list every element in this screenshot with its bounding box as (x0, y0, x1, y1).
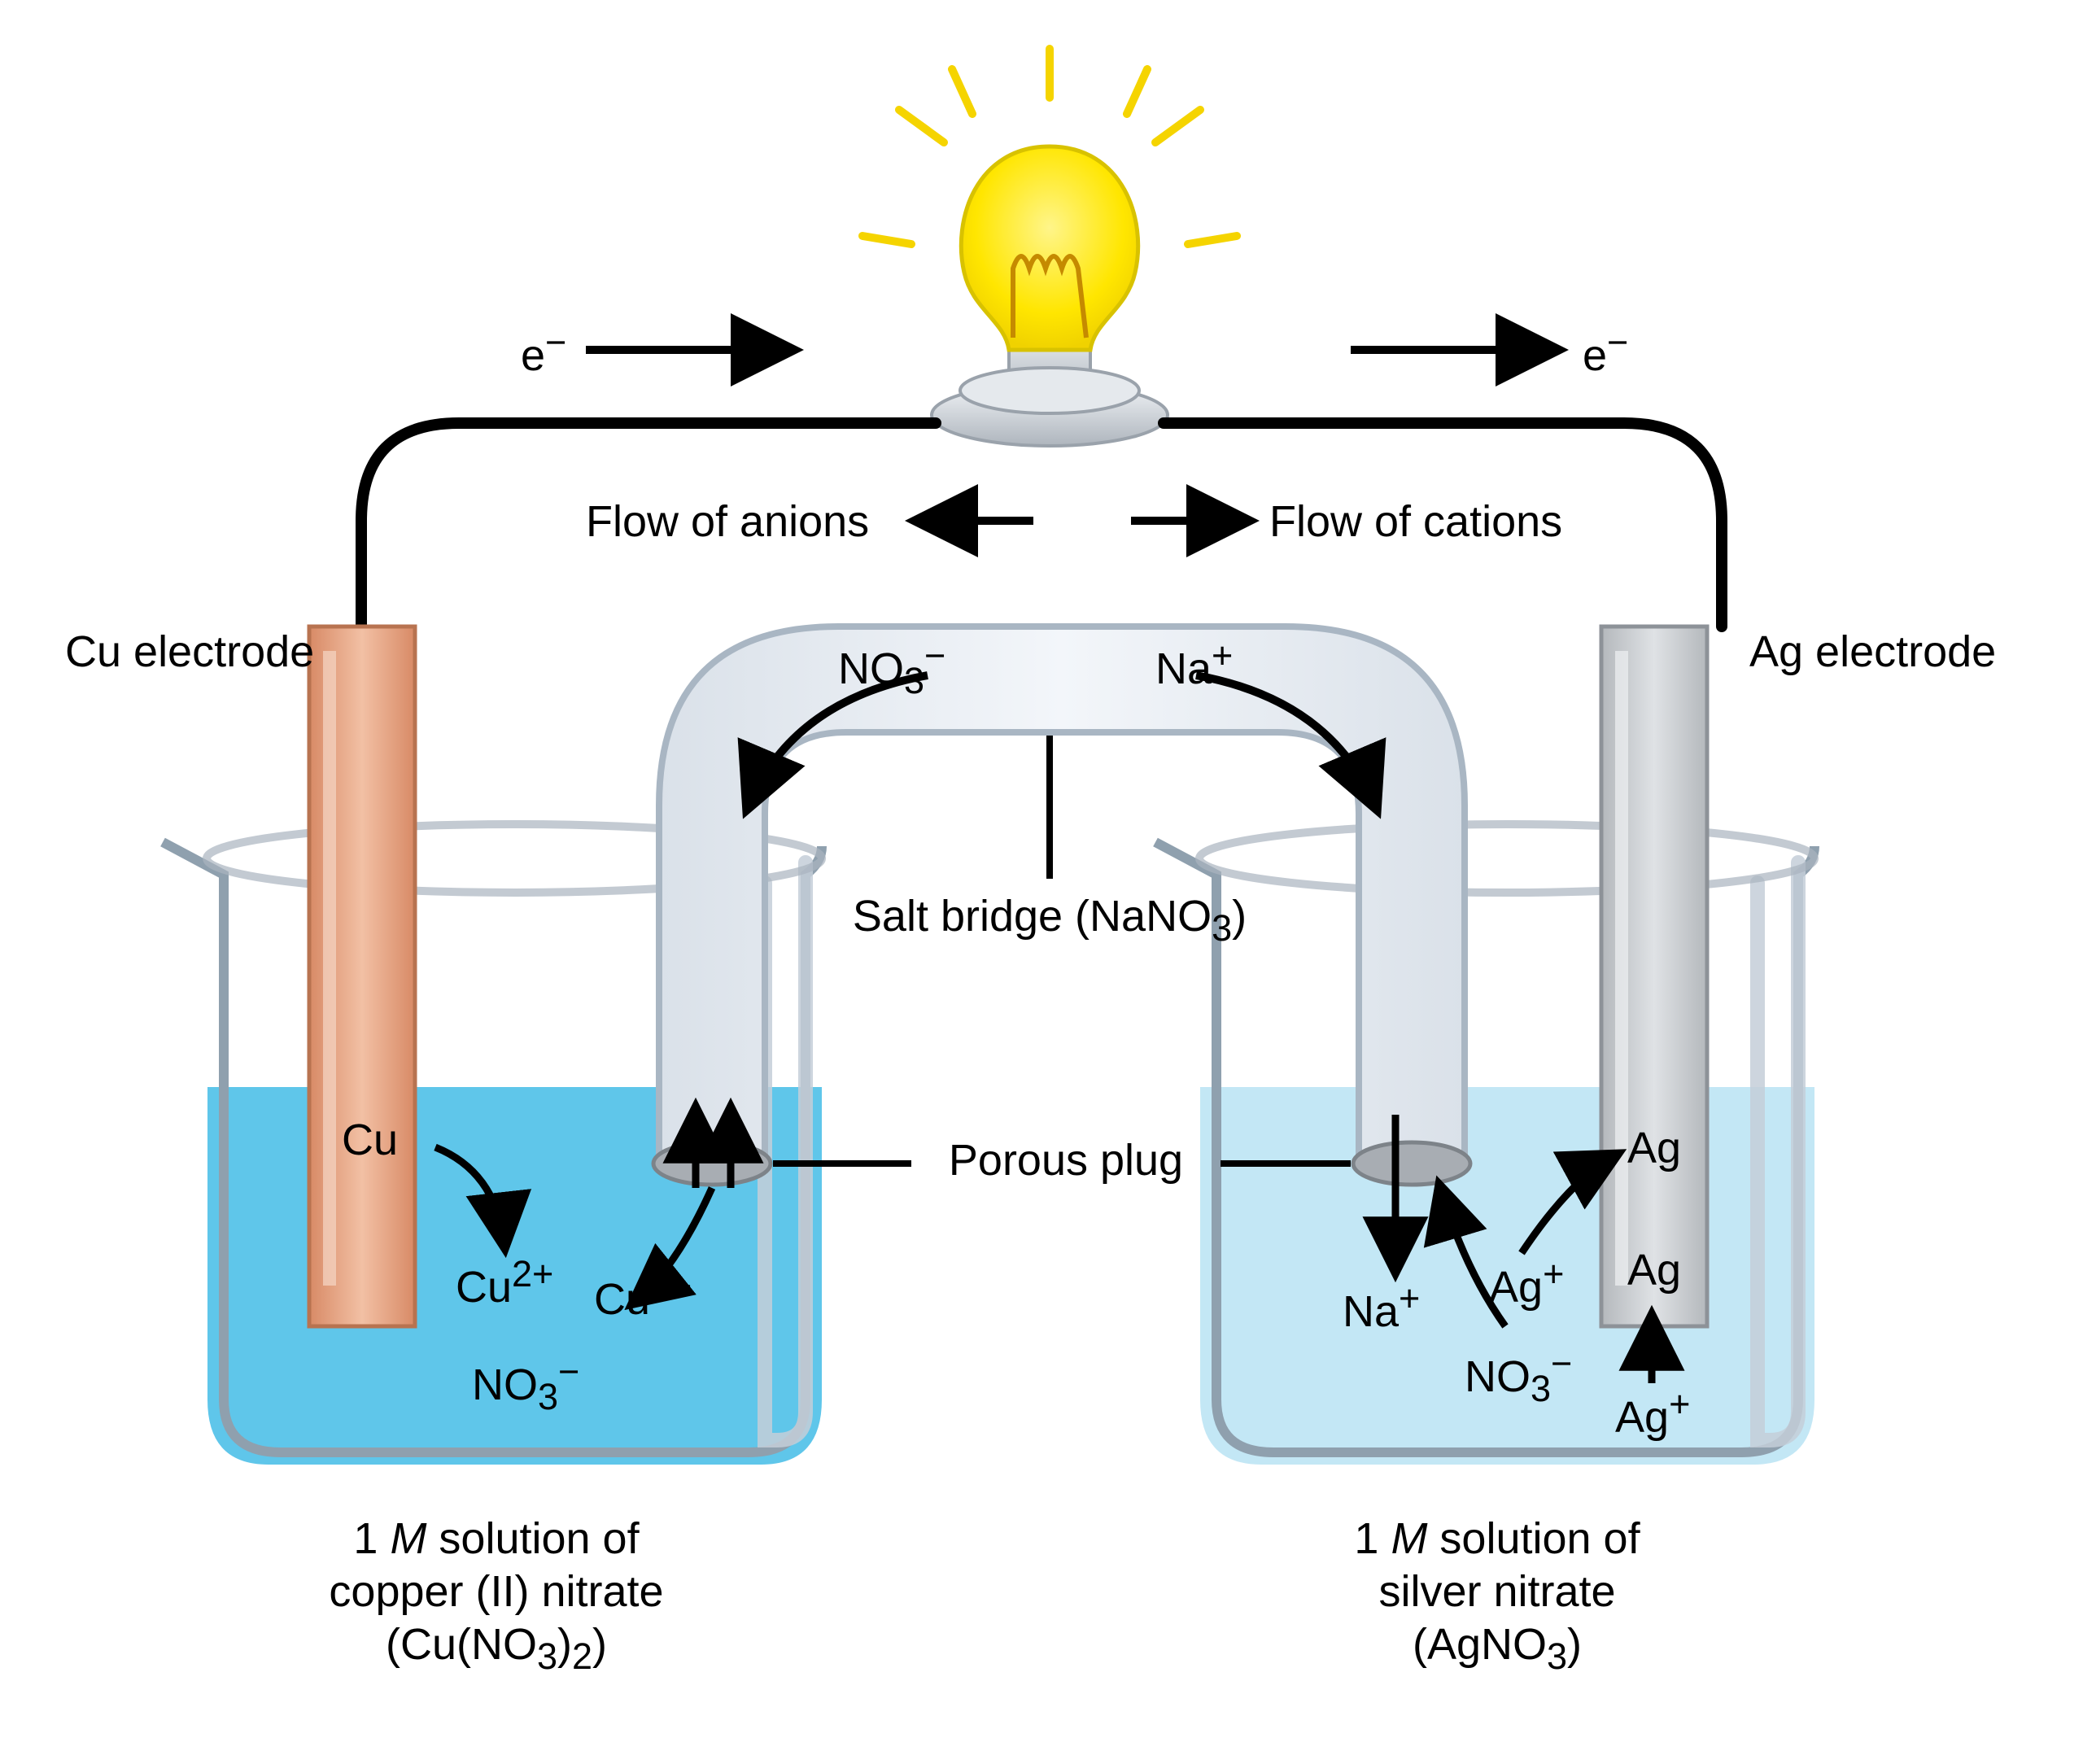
right-na-label: Na+ (1343, 1277, 1420, 1337)
right-caption-line2: silver nitrate (1269, 1566, 1725, 1617)
right-agplus-a-label: Ag+ (1489, 1253, 1564, 1312)
left-caption-line3: (Cu(NO3)2) (269, 1619, 724, 1678)
flow-cations-label: Flow of cations (1269, 496, 1562, 547)
bridge-anion-label: NO3− (838, 635, 945, 702)
ag-electrode-label: Ag electrode (1749, 627, 1996, 677)
right-no3-label: NO3− (1465, 1343, 1572, 1410)
right-agplus-b-label: Ag+ (1615, 1383, 1690, 1443)
electron-label-left: e− (521, 321, 566, 381)
flow-anions-label: Flow of anions (586, 496, 869, 547)
ag-electrode (1601, 627, 1707, 1326)
porous-plug-right (1353, 1142, 1470, 1185)
left-caption-line2: copper (II) nitrate (269, 1566, 724, 1617)
right-ag-a-label: Ag (1627, 1123, 1681, 1173)
diagram-svg (0, 0, 2083, 1764)
right-ag-b-label: Ag (1627, 1245, 1681, 1295)
left-caption-line1: 1 M solution of (269, 1513, 724, 1564)
porous-plug-left (653, 1142, 771, 1185)
right-caption-line1: 1 M solution of (1269, 1513, 1725, 1564)
salt-bridge-label: Salt bridge (NaNO3) (822, 891, 1277, 950)
left-cu2b-label: Cu2+ (594, 1265, 692, 1325)
cu-electrode-label: Cu electrode (65, 627, 314, 677)
bridge-cation-label: Na+ (1155, 635, 1233, 694)
porous-plug-label: Porous plug (919, 1135, 1212, 1185)
electron-label-right: e− (1583, 321, 1628, 381)
bulb-glass (961, 146, 1138, 350)
left-cu2a-label: Cu2+ (456, 1253, 553, 1312)
right-caption-line3: (AgNO3) (1269, 1619, 1725, 1678)
cu-electrode (309, 627, 415, 1326)
left-cu-label: Cu (342, 1115, 398, 1165)
left-no3-label: NO3− (472, 1351, 579, 1418)
galvanic-cell-diagram: e− e− Flow of anions Flow of cations Cu … (0, 0, 2083, 1764)
